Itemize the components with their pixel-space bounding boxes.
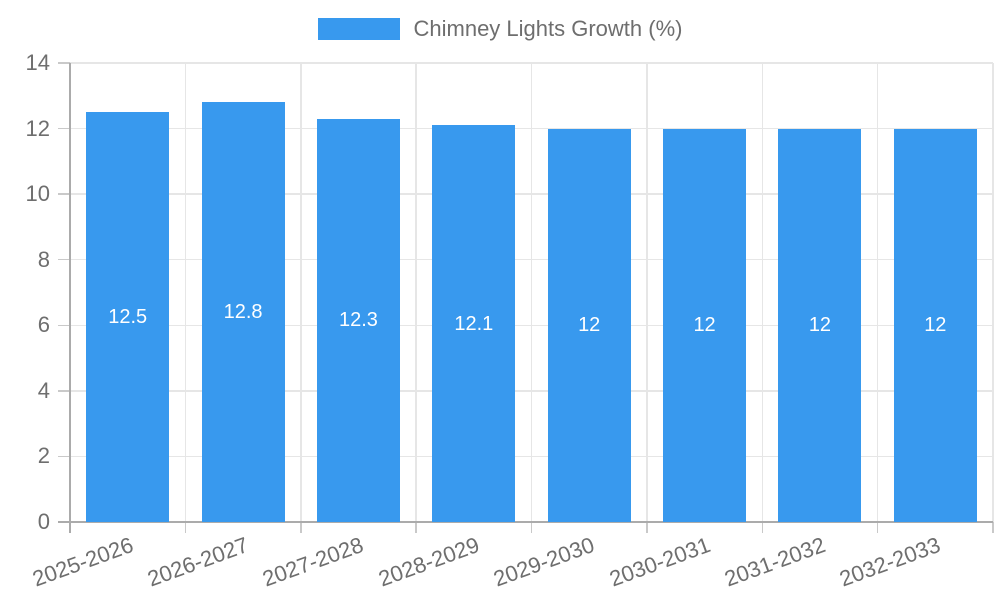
x-tick-label: 2030-2031 (605, 532, 714, 592)
bar[interactable] (778, 128, 862, 522)
bar[interactable] (86, 112, 170, 522)
legend: Chimney Lights Growth (%) (0, 16, 1000, 42)
x-tick-label: 2029-2030 (490, 532, 598, 592)
x-axis-line (58, 521, 993, 523)
x-tick-mark (992, 522, 994, 533)
y-tick-label: 10 (25, 181, 50, 207)
x-gridline (530, 63, 533, 522)
x-tick-mark (530, 522, 533, 533)
bar[interactable] (316, 118, 400, 522)
x-gridline (992, 63, 994, 522)
bar-value-label: 12 (924, 314, 947, 337)
y-tick-mark (58, 127, 70, 130)
x-gridline (761, 63, 763, 522)
bar-value-label: 12.8 (223, 301, 263, 324)
y-tick-mark (58, 324, 70, 327)
y-tick-label: 12 (25, 115, 50, 141)
bar-value-label: 12 (808, 314, 832, 337)
bar-value-label: 12 (578, 314, 601, 337)
bar[interactable] (893, 128, 977, 522)
x-gridline (300, 63, 302, 522)
y-tick-label: 2 (37, 443, 50, 469)
y-tick-mark (58, 455, 70, 458)
x-tick-mark (761, 522, 763, 533)
bar-value-label: 12.5 (108, 306, 148, 329)
bar[interactable] (201, 102, 285, 522)
y-tick-mark (58, 390, 70, 392)
x-gridline (184, 63, 187, 522)
x-tick-label: 2031-2032 (721, 532, 829, 592)
y-tick-mark (58, 62, 70, 64)
x-tick-mark (69, 522, 72, 533)
y-tick-mark (58, 258, 70, 261)
legend-swatch[interactable] (317, 18, 400, 40)
x-tick-label: 2026-2027 (144, 532, 252, 592)
x-tick-mark (184, 522, 187, 533)
y-tick-label: 14 (25, 50, 50, 75)
x-tick-mark (876, 522, 879, 533)
x-tick-mark (415, 522, 417, 533)
y-tick-label: 0 (37, 509, 50, 534)
x-gridline (646, 63, 648, 522)
y-tick-label: 6 (37, 312, 50, 338)
y-tick-label: 4 (37, 377, 50, 403)
legend-label[interactable]: Chimney Lights Growth (%) (413, 16, 683, 41)
bar[interactable] (547, 128, 631, 522)
y-axis-line (69, 63, 71, 522)
x-gridline (876, 63, 879, 522)
x-tick-label: 2027-2028 (259, 532, 367, 592)
x-tick-label: 2028-2029 (374, 532, 483, 592)
bar-value-label: 12.1 (454, 312, 494, 335)
x-tick-mark (646, 522, 648, 533)
x-tick-label: 2025-2026 (28, 532, 137, 592)
bar[interactable] (432, 125, 516, 522)
x-tick-mark (300, 522, 302, 533)
y-tick-mark (58, 193, 70, 195)
bar-value-label: 12.3 (338, 309, 378, 332)
bar-value-label: 12 (693, 314, 716, 337)
x-tick-label: 2032-2033 (836, 532, 944, 592)
x-gridline (415, 63, 417, 522)
y-tick-label: 8 (37, 246, 50, 272)
bar[interactable] (663, 128, 747, 522)
